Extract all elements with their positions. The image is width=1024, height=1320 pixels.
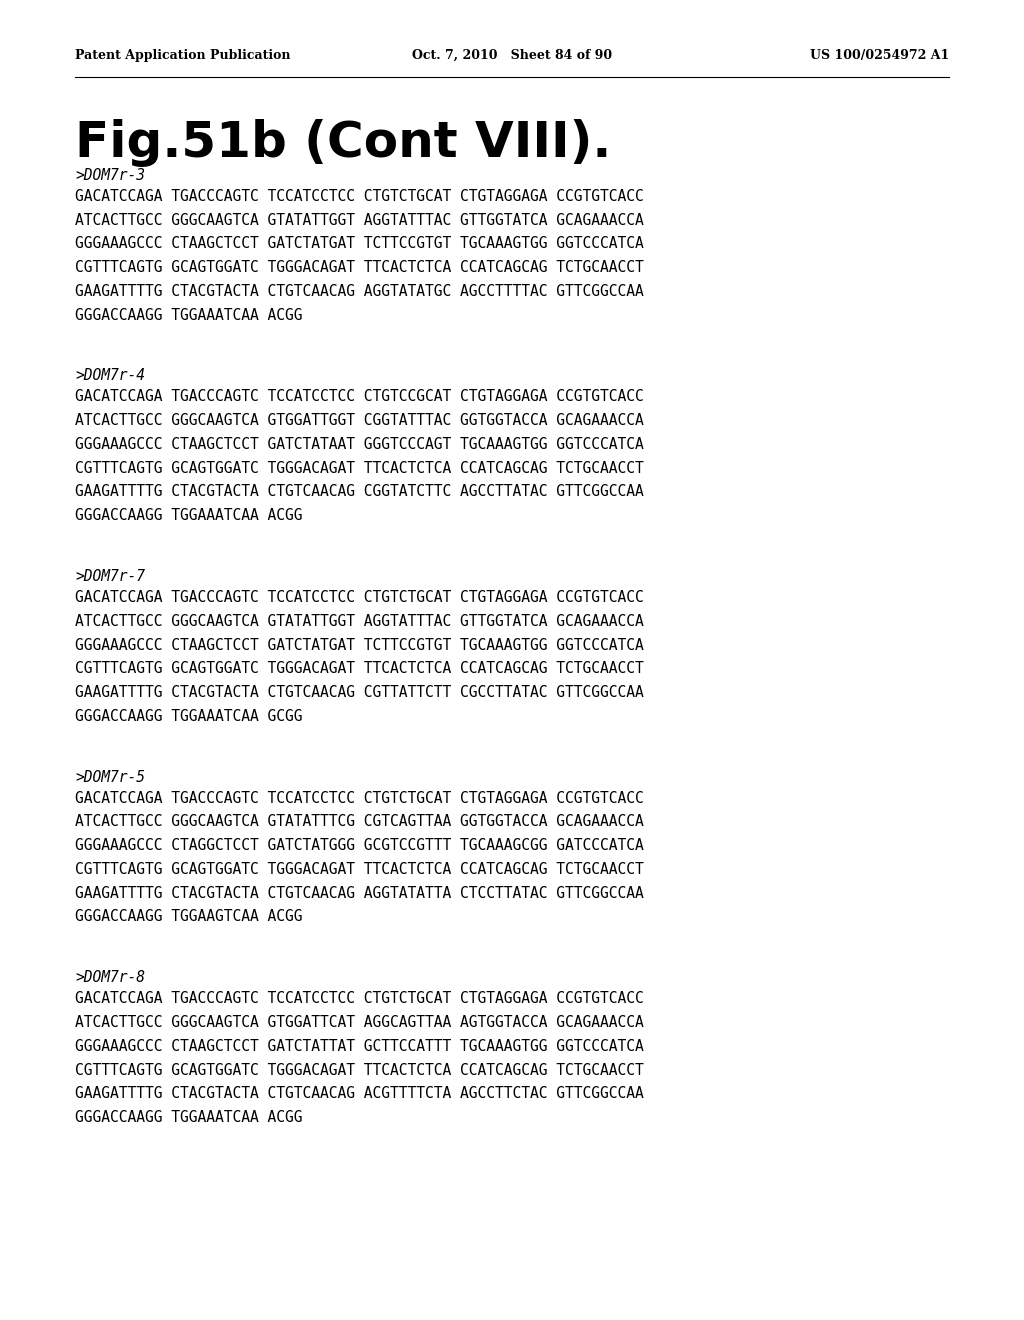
- Text: >DOM7r-5: >DOM7r-5: [75, 770, 145, 784]
- Text: GGGAAAGCCC CTAAGCTCCT GATCTATGAT TCTTCCGTGT TGCAAAGTGG GGTCCCATCA: GGGAAAGCCC CTAAGCTCCT GATCTATGAT TCTTCCG…: [75, 236, 644, 251]
- Text: Patent Application Publication: Patent Application Publication: [75, 49, 291, 62]
- Text: GGGACCAAGG TGGAAATCAA ACGG: GGGACCAAGG TGGAAATCAA ACGG: [75, 308, 302, 322]
- Text: GGGACCAAGG TGGAAATCAA GCGG: GGGACCAAGG TGGAAATCAA GCGG: [75, 709, 302, 723]
- Text: ATCACTTGCC GGGCAAGTCA GTGGATTCAT AGGCAGTTAA AGTGGTACCA GCAGAAACCA: ATCACTTGCC GGGCAAGTCA GTGGATTCAT AGGCAGT…: [75, 1015, 644, 1030]
- Text: GGGAAAGCCC CTAAGCTCCT GATCTATAAT GGGTCCCAGT TGCAAAGTGG GGTCCCATCA: GGGAAAGCCC CTAAGCTCCT GATCTATAAT GGGTCCC…: [75, 437, 644, 451]
- Text: GGGAAAGCCC CTAAGCTCCT GATCTATTAT GCTTCCATTT TGCAAAGTGG GGTCCCATCA: GGGAAAGCCC CTAAGCTCCT GATCTATTAT GCTTCCA…: [75, 1039, 644, 1053]
- Text: GAAGATTTTG CTACGTACTA CTGTCAACAG CGGTATCTTC AGCCTTATAC GTTCGGCCAA: GAAGATTTTG CTACGTACTA CTGTCAACAG CGGTATC…: [75, 484, 644, 499]
- Text: GACATCCAGA TGACCCAGTC TCCATCCTCC CTGTCCGCAT CTGTAGGAGA CCGTGTCACC: GACATCCAGA TGACCCAGTC TCCATCCTCC CTGTCCG…: [75, 389, 644, 404]
- Text: GAAGATTTTG CTACGTACTA CTGTCAACAG AGGTATATTA CTCCTTATAC GTTCGGCCAA: GAAGATTTTG CTACGTACTA CTGTCAACAG AGGTATA…: [75, 886, 644, 900]
- Text: GACATCCAGA TGACCCAGTC TCCATCCTCC CTGTCTGCAT CTGTAGGAGA CCGTGTCACC: GACATCCAGA TGACCCAGTC TCCATCCTCC CTGTCTG…: [75, 991, 644, 1006]
- Text: ATCACTTGCC GGGCAAGTCA GTATATTTCG CGTCAGTTAA GGTGGTACCA GCAGAAACCA: ATCACTTGCC GGGCAAGTCA GTATATTTCG CGTCAGT…: [75, 814, 644, 829]
- Text: GAAGATTTTG CTACGTACTA CTGTCAACAG AGGTATATGC AGCCTTTTAC GTTCGGCCAA: GAAGATTTTG CTACGTACTA CTGTCAACAG AGGTATA…: [75, 284, 644, 298]
- Text: ATCACTTGCC GGGCAAGTCA GTGGATTGGT CGGTATTTAC GGTGGTACCA GCAGAAACCA: ATCACTTGCC GGGCAAGTCA GTGGATTGGT CGGTATT…: [75, 413, 644, 428]
- Text: GGGAAAGCCC CTAAGCTCCT GATCTATGAT TCTTCCGTGT TGCAAAGTGG GGTCCCATCA: GGGAAAGCCC CTAAGCTCCT GATCTATGAT TCTTCCG…: [75, 638, 644, 652]
- Text: GGGACCAAGG TGGAAGTCAA ACGG: GGGACCAAGG TGGAAGTCAA ACGG: [75, 909, 302, 924]
- Text: US 100/0254972 A1: US 100/0254972 A1: [810, 49, 949, 62]
- Text: GGGACCAAGG TGGAAATCAA ACGG: GGGACCAAGG TGGAAATCAA ACGG: [75, 508, 302, 523]
- Text: GACATCCAGA TGACCCAGTC TCCATCCTCC CTGTCTGCAT CTGTAGGAGA CCGTGTCACC: GACATCCAGA TGACCCAGTC TCCATCCTCC CTGTCTG…: [75, 590, 644, 605]
- Text: ATCACTTGCC GGGCAAGTCA GTATATTGGT AGGTATTTAC GTTGGTATCA GCAGAAACCA: ATCACTTGCC GGGCAAGTCA GTATATTGGT AGGTATT…: [75, 213, 644, 227]
- Text: >DOM7r-8: >DOM7r-8: [75, 970, 145, 985]
- Text: >DOM7r-3: >DOM7r-3: [75, 168, 145, 182]
- Text: CGTTTCAGTG GCAGTGGATC TGGGACAGAT TTCACTCTCA CCATCAGCAG TCTGCAACCT: CGTTTCAGTG GCAGTGGATC TGGGACAGAT TTCACTC…: [75, 461, 644, 475]
- Text: GACATCCAGA TGACCCAGTC TCCATCCTCC CTGTCTGCAT CTGTAGGAGA CCGTGTCACC: GACATCCAGA TGACCCAGTC TCCATCCTCC CTGTCTG…: [75, 791, 644, 805]
- Text: CGTTTCAGTG GCAGTGGATC TGGGACAGAT TTCACTCTCA CCATCAGCAG TCTGCAACCT: CGTTTCAGTG GCAGTGGATC TGGGACAGAT TTCACTC…: [75, 260, 644, 275]
- Text: ATCACTTGCC GGGCAAGTCA GTATATTGGT AGGTATTTAC GTTGGTATCA GCAGAAACCA: ATCACTTGCC GGGCAAGTCA GTATATTGGT AGGTATT…: [75, 614, 644, 628]
- Text: GAAGATTTTG CTACGTACTA CTGTCAACAG CGTTATTCTT CGCCTTATAC GTTCGGCCAA: GAAGATTTTG CTACGTACTA CTGTCAACAG CGTTATT…: [75, 685, 644, 700]
- Text: Oct. 7, 2010   Sheet 84 of 90: Oct. 7, 2010 Sheet 84 of 90: [412, 49, 612, 62]
- Text: CGTTTCAGTG GCAGTGGATC TGGGACAGAT TTCACTCTCA CCATCAGCAG TCTGCAACCT: CGTTTCAGTG GCAGTGGATC TGGGACAGAT TTCACTC…: [75, 1063, 644, 1077]
- Text: >DOM7r-4: >DOM7r-4: [75, 368, 145, 383]
- Text: GGGACCAAGG TGGAAATCAA ACGG: GGGACCAAGG TGGAAATCAA ACGG: [75, 1110, 302, 1125]
- Text: GACATCCAGA TGACCCAGTC TCCATCCTCC CTGTCTGCAT CTGTAGGAGA CCGTGTCACC: GACATCCAGA TGACCCAGTC TCCATCCTCC CTGTCTG…: [75, 189, 644, 203]
- Text: GGGAAAGCCC CTAGGCTCCT GATCTATGGG GCGTCCGTTT TGCAAAGCGG GATCCCATCA: GGGAAAGCCC CTAGGCTCCT GATCTATGGG GCGTCCG…: [75, 838, 644, 853]
- Text: GAAGATTTTG CTACGTACTA CTGTCAACAG ACGTTTTCTA AGCCTTCTAC GTTCGGCCAA: GAAGATTTTG CTACGTACTA CTGTCAACAG ACGTTTT…: [75, 1086, 644, 1101]
- Text: >DOM7r-7: >DOM7r-7: [75, 569, 145, 583]
- Text: Fig.51b (Cont VIII).: Fig.51b (Cont VIII).: [75, 119, 611, 166]
- Text: CGTTTCAGTG GCAGTGGATC TGGGACAGAT TTCACTCTCA CCATCAGCAG TCTGCAACCT: CGTTTCAGTG GCAGTGGATC TGGGACAGAT TTCACTC…: [75, 862, 644, 876]
- Text: CGTTTCAGTG GCAGTGGATC TGGGACAGAT TTCACTCTCA CCATCAGCAG TCTGCAACCT: CGTTTCAGTG GCAGTGGATC TGGGACAGAT TTCACTC…: [75, 661, 644, 676]
